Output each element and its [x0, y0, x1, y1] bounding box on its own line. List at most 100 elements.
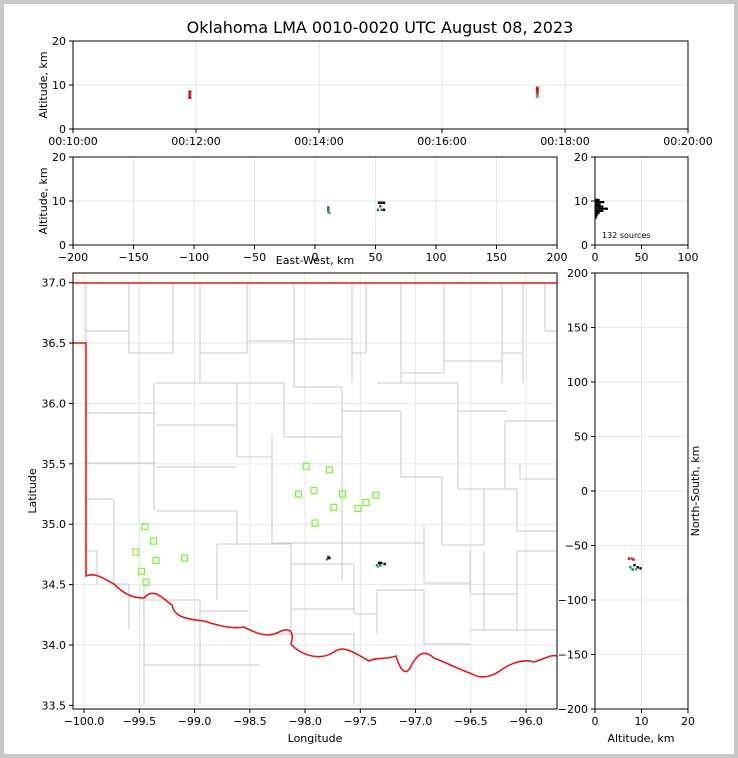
altitude-tick-label: 20: [52, 151, 66, 164]
plan-view-source-point: [378, 564, 382, 567]
latitude-tick-label: 35.5: [42, 458, 67, 471]
north-south-height-xlabel: Altitude, km: [607, 732, 674, 745]
map-xlabel: Longitude: [288, 732, 343, 745]
time-height-source-point: [188, 92, 192, 95]
histogram-bar: [595, 214, 598, 217]
plan-view-source-point: [325, 558, 329, 561]
time-tick-label: 00:14:00: [294, 135, 343, 148]
east-west-tick-label: −100: [179, 251, 209, 264]
north-south-tick-label: −200: [558, 703, 588, 716]
time-height-source-point: [535, 88, 539, 91]
lma-station-marker: [311, 519, 319, 527]
east-west-source-point: [382, 208, 386, 211]
lma-station-marker: [294, 490, 303, 498]
histogram-count-tick-label: 100: [678, 251, 699, 264]
longitude-tick-label: −97.5: [343, 715, 377, 728]
altitude-tick-label: 20: [52, 35, 66, 48]
plan-view-source-point: [377, 561, 381, 565]
lma-station-marker: [142, 578, 150, 586]
plan-view-source-point: [327, 555, 330, 559]
county-boundaries: [85, 282, 557, 704]
altitude-histogram-panel: 0 50 100 0 10 20 132 sources: [574, 151, 699, 264]
north-south-tick-label: −150: [558, 649, 588, 662]
east-west-source-point: [327, 210, 330, 213]
north-south-source-point: [627, 557, 631, 560]
east-west-tick-label: 150: [486, 251, 507, 264]
lma-station-marker: [339, 490, 347, 498]
lma-station-marker: [330, 503, 338, 511]
time-height-source-point: [188, 90, 192, 93]
plan-view-source-point: [376, 565, 380, 568]
east-west-tick-label: 100: [426, 251, 447, 264]
altitude-tick-label: 10: [52, 195, 66, 208]
map-ylabel: Latitude: [26, 468, 39, 514]
north-south-source-point: [633, 563, 636, 567]
lma-station-marker: [152, 556, 160, 565]
north-south-source-point: [632, 558, 635, 561]
time-tick-label: 00:20:00: [663, 135, 712, 148]
north-south-source-point: [636, 566, 639, 569]
histogram-bar: [595, 212, 600, 215]
lma-station-marker: [325, 466, 333, 474]
lma-station-marker: [302, 462, 310, 470]
east-west-source-point: [379, 205, 382, 208]
time-tick-label: 00:10:00: [48, 135, 97, 148]
plan-view-map-panel: −100.0 −99.5 −99.0 −98.5 −98.0 −97.5 −97.0 −96.…: [26, 272, 558, 745]
latitude-tick-label: 33.5: [42, 699, 67, 712]
time-tick-label: 00:16:00: [417, 135, 466, 148]
histogram-count-tick-label: 50: [635, 251, 649, 264]
histogram-bar: [595, 207, 609, 210]
state-boundary: [73, 282, 557, 678]
plan-view-source-point: [375, 564, 379, 567]
plan-view-source-point: [383, 562, 386, 566]
longitude-tick-label: −99.5: [122, 715, 156, 728]
north-south-tick-label: 100: [567, 376, 588, 389]
chart-title: Oklahoma LMA 0010-0020 UTC August 08, 20…: [187, 18, 574, 37]
altitude-tick-label: 20: [681, 715, 695, 728]
altitude-tick-label: 10: [52, 79, 66, 92]
east-west-source-point: [382, 201, 386, 204]
north-south-tick-label: −100: [558, 594, 588, 607]
lma-station-marker: [372, 491, 380, 499]
east-west-tick-label: 50: [369, 251, 383, 264]
time-height-source-point: [188, 94, 192, 98]
histogram-altitude-tick-label: 10: [574, 195, 588, 208]
histogram-bar: [595, 205, 604, 208]
north-south-tick-label: 0: [581, 485, 588, 498]
east-west-tick-label: 0: [312, 251, 319, 264]
north-south-source-point: [639, 567, 642, 570]
histogram-altitude-tick-label: 20: [574, 151, 588, 164]
lma-station-marker: [354, 504, 362, 513]
east-west-source-point: [327, 208, 330, 211]
time-height-ylabel: Altitude, km: [37, 51, 50, 118]
east-west-height-panel: −200 −150 −100 −50 0 50 100 150 200 0 10 20 Altitud…: [37, 151, 568, 267]
lma-station-marker: [150, 537, 158, 545]
east-west-tick-label: −150: [118, 251, 148, 264]
east-west-source-point: [328, 211, 331, 215]
east-west-tick-label: −50: [243, 251, 266, 264]
east-west-source-point: [377, 201, 381, 204]
latitude-tick-label: 34.0: [42, 639, 67, 652]
north-south-source-point: [629, 566, 632, 569]
lma-station-marker: [141, 523, 149, 531]
latitude-tick-label: 35.0: [42, 518, 67, 531]
east-west-source-point: [380, 201, 383, 204]
time-height-source-point: [535, 89, 539, 93]
lma-station-marker: [310, 486, 318, 494]
latitude-tick-label: 37.0: [42, 277, 67, 290]
north-south-height-ylabel: North-South, km: [689, 446, 702, 537]
north-south-tick-label: −50: [565, 540, 588, 553]
altitude-tick-label: 10: [635, 715, 649, 728]
north-south-source-point: [631, 568, 634, 571]
latitude-tick-label: 36.0: [42, 397, 67, 410]
latitude-tick-label: 34.5: [42, 579, 67, 592]
east-west-source-point: [376, 208, 380, 211]
lma-station-marker: [137, 567, 146, 575]
longitude-tick-label: −100.0: [64, 715, 105, 728]
histogram-count-tick-label: 0: [592, 251, 599, 264]
longitude-tick-label: −98.5: [233, 715, 267, 728]
east-west-height-ylabel: Altitude, km: [37, 167, 50, 234]
north-south-tick-label: 200: [567, 267, 588, 280]
longitude-tick-label: −96.0: [509, 715, 543, 728]
time-tick-label: 00:18:00: [540, 135, 589, 148]
